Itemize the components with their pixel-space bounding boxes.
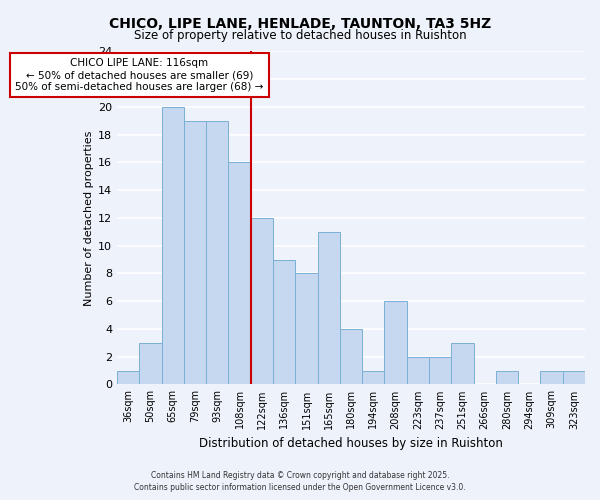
Bar — [317, 232, 340, 384]
Bar — [429, 356, 451, 384]
X-axis label: Distribution of detached houses by size in Ruishton: Distribution of detached houses by size … — [199, 437, 503, 450]
Bar — [385, 301, 407, 384]
Bar — [139, 343, 161, 384]
Bar — [206, 121, 229, 384]
Bar — [117, 370, 139, 384]
Y-axis label: Number of detached properties: Number of detached properties — [84, 130, 94, 306]
Text: Size of property relative to detached houses in Ruishton: Size of property relative to detached ho… — [134, 29, 466, 42]
Text: CHICO, LIPE LANE, HENLADE, TAUNTON, TA3 5HZ: CHICO, LIPE LANE, HENLADE, TAUNTON, TA3 … — [109, 18, 491, 32]
Bar — [407, 356, 429, 384]
Bar — [161, 107, 184, 384]
Bar — [496, 370, 518, 384]
Bar — [273, 260, 295, 384]
Bar — [229, 162, 251, 384]
Bar — [340, 329, 362, 384]
Bar — [451, 343, 473, 384]
Bar — [295, 274, 317, 384]
Text: Contains HM Land Registry data © Crown copyright and database right 2025.
Contai: Contains HM Land Registry data © Crown c… — [134, 471, 466, 492]
Bar — [563, 370, 585, 384]
Bar — [541, 370, 563, 384]
Bar — [362, 370, 385, 384]
Bar — [251, 218, 273, 384]
Text: CHICO LIPE LANE: 116sqm
← 50% of detached houses are smaller (69)
50% of semi-de: CHICO LIPE LANE: 116sqm ← 50% of detache… — [15, 58, 263, 92]
Bar — [184, 121, 206, 384]
